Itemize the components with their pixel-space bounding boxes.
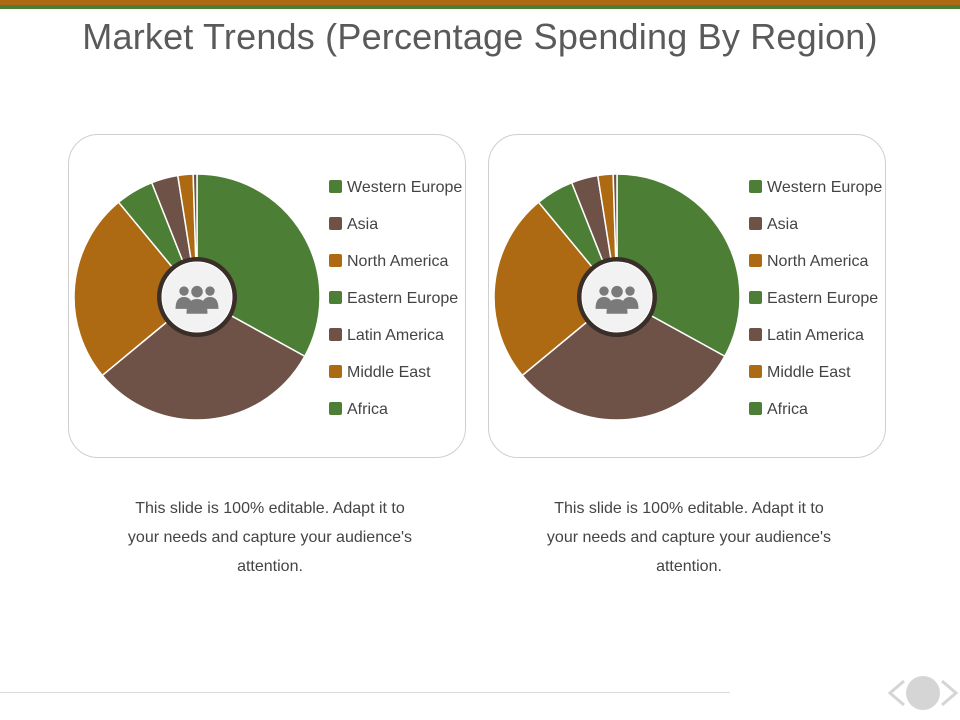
legend-item: Asia	[329, 215, 469, 252]
legend-item: Middle East	[329, 363, 469, 400]
caption-line: your needs and capture your audience's	[546, 529, 832, 546]
legend-swatch	[749, 254, 762, 267]
pie-slice-north-america	[73, 201, 199, 377]
chart-card-right: Western Europe Asia North America Easter…	[488, 134, 886, 458]
legend-swatch	[329, 180, 342, 193]
legend-label: Eastern Europe	[767, 290, 879, 307]
caption-line: your needs and capture your audience's	[127, 529, 413, 546]
caption-right: This slide is 100% editable. Adapt it to…	[539, 494, 839, 581]
footer-divider	[0, 692, 730, 693]
legend-swatch	[329, 402, 342, 415]
caption-line: attention.	[237, 558, 303, 575]
slide-indicator-button[interactable]	[906, 676, 940, 710]
legend-swatch	[749, 365, 762, 378]
legend-label: Africa	[767, 401, 808, 418]
top-accent-bar-green	[0, 5, 960, 9]
legend-label: Asia	[767, 216, 799, 233]
legend-swatch	[329, 291, 342, 304]
slide-title: Market Trends (Percentage Spending By Re…	[82, 16, 878, 57]
pie-slice-asia	[521, 296, 726, 421]
chevron-right-icon[interactable]	[936, 678, 960, 708]
chevron-left-icon[interactable]	[884, 678, 910, 708]
legend-item: Asia	[749, 215, 889, 252]
caption-left: This slide is 100% editable. Adapt it to…	[120, 494, 420, 581]
chart-center-hub	[577, 257, 657, 337]
legend-swatch	[749, 328, 762, 341]
people-group-icon	[175, 285, 219, 314]
pie-chart-right	[493, 173, 741, 421]
legend-item: Africa	[329, 400, 469, 437]
legend-swatch	[749, 180, 762, 193]
legend-label: North America	[767, 253, 869, 270]
legend-label: Eastern Europe	[347, 290, 459, 307]
caption-line: attention.	[656, 558, 722, 575]
legend-item: Western Europe	[329, 178, 469, 215]
chart-center-hub	[157, 257, 237, 337]
legend-item: Africa	[749, 400, 889, 437]
chart-legend-left: Western Europe Asia North America Easter…	[329, 178, 469, 437]
legend-swatch	[329, 254, 342, 267]
legend-label: Africa	[347, 401, 388, 418]
pie-chart-left	[73, 173, 321, 421]
caption-line: This slide is 100% editable. Adapt it to	[554, 500, 824, 517]
legend-label: Middle East	[347, 364, 431, 381]
legend-label: Middle East	[767, 364, 851, 381]
legend-item: Western Europe	[749, 178, 889, 215]
top-accent-bar-orange	[0, 0, 960, 5]
legend-label: Western Europe	[767, 179, 883, 196]
legend-swatch	[749, 402, 762, 415]
legend-swatch	[329, 217, 342, 230]
legend-swatch	[749, 291, 762, 304]
slide-navigation	[884, 674, 960, 714]
legend-label: Latin America	[347, 327, 444, 344]
legend-item: Eastern Europe	[749, 289, 889, 326]
legend-swatch	[749, 217, 762, 230]
pie-slice-asia	[101, 296, 306, 421]
pie-slice-north-america	[493, 201, 619, 377]
legend-item: Latin America	[329, 326, 469, 363]
legend-swatch	[329, 365, 342, 378]
legend-item: Middle East	[749, 363, 889, 400]
legend-item: North America	[749, 252, 889, 289]
legend-label: Latin America	[767, 327, 864, 344]
chart-legend-right: Western Europe Asia North America Easter…	[749, 178, 889, 437]
legend-label: North America	[347, 253, 449, 270]
caption-line: This slide is 100% editable. Adapt it to	[135, 500, 405, 517]
people-group-icon	[595, 285, 639, 314]
legend-item: Eastern Europe	[329, 289, 469, 326]
chart-card-left: Western Europe Asia North America Easter…	[68, 134, 466, 458]
legend-label: Asia	[347, 216, 379, 233]
legend-item: North America	[329, 252, 469, 289]
legend-label: Western Europe	[347, 179, 463, 196]
legend-swatch	[329, 328, 342, 341]
legend-item: Latin America	[749, 326, 889, 363]
